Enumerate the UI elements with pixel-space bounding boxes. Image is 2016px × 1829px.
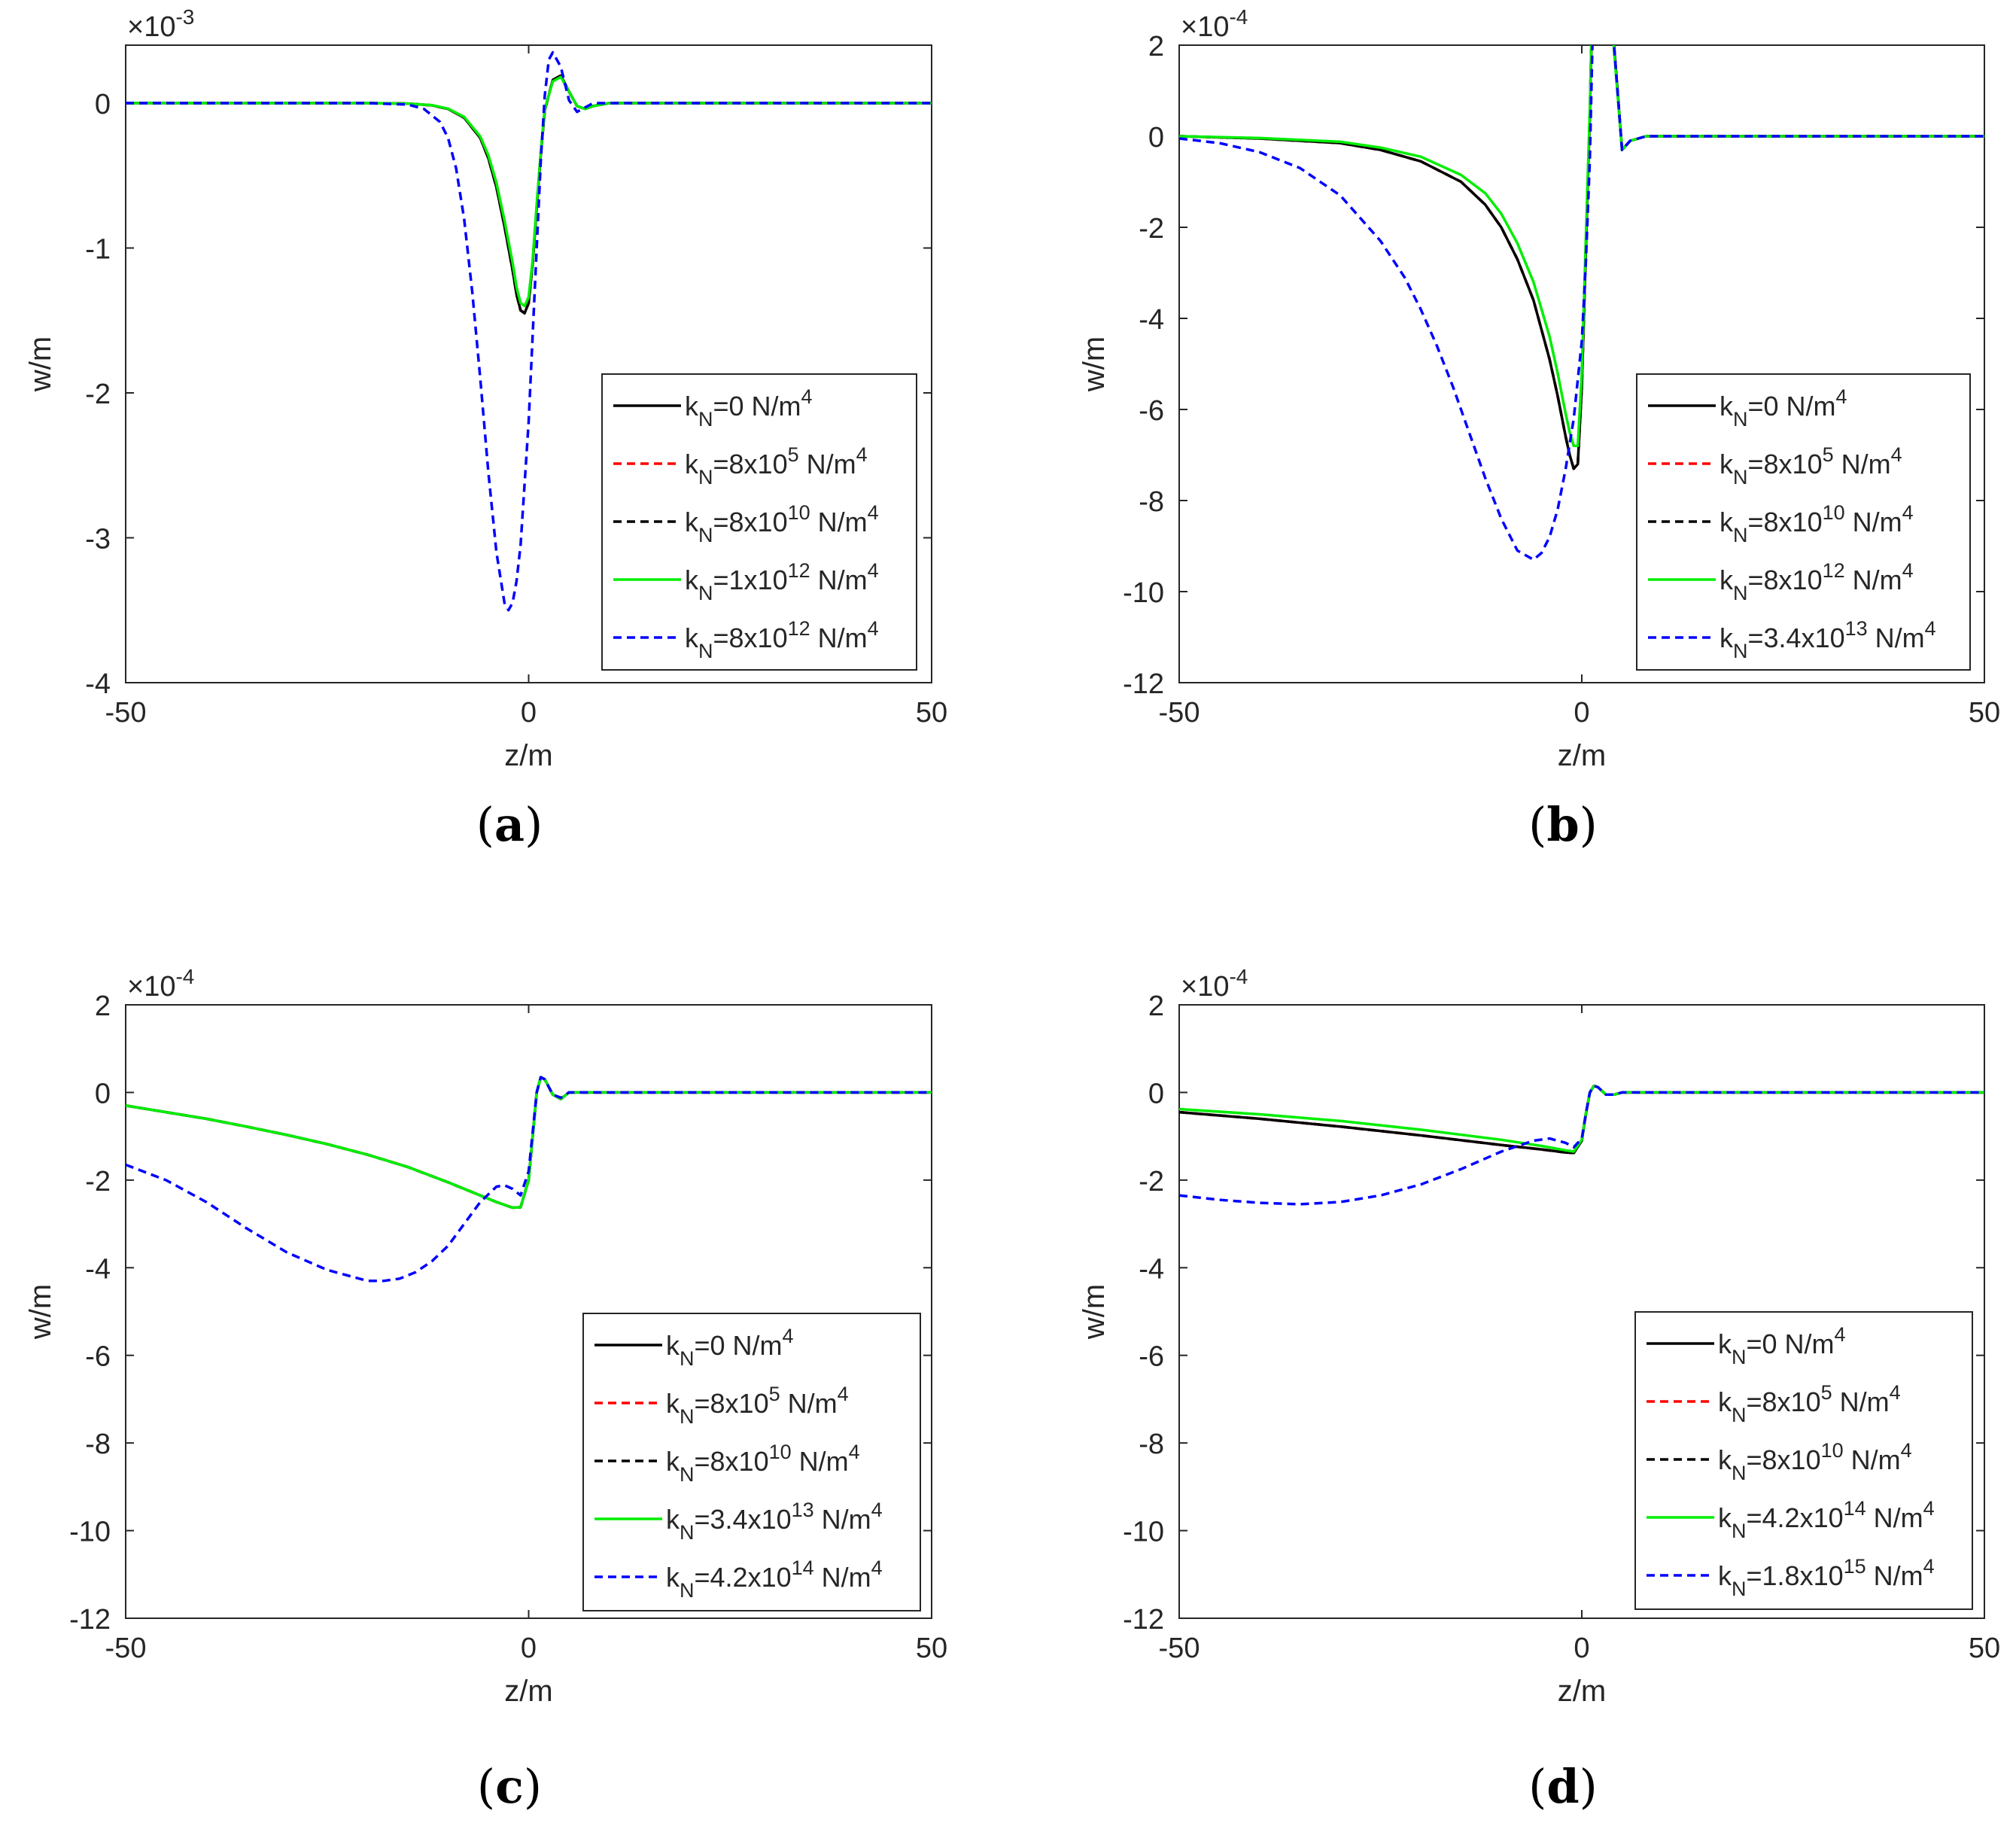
x-axis-label: z/m	[504, 739, 552, 772]
y-axis-label: w/m	[24, 336, 57, 392]
y-tick-label: 2	[1148, 31, 1164, 62]
y-tick-label: -4	[85, 668, 111, 700]
x-tick-label: 50	[1969, 697, 2000, 729]
legend-label: kN=4.2x1014 N/m4	[666, 1557, 883, 1602]
y-tick-label: -8	[85, 1429, 111, 1460]
y-tick-label: -2	[85, 1166, 111, 1198]
x-tick-label: -50	[1159, 697, 1200, 729]
legend-label: kN=0 N/m4	[666, 1325, 794, 1370]
legend-label: kN=8x1010 N/m4	[1720, 501, 1914, 546]
legend-label: kN=8x1010 N/m4	[1718, 1439, 1912, 1484]
panel-3: 2 0 -2 -4 -6 -8 -10 -12-50 0 50 ×10-4 z/m w/m kN=0 N/…	[24, 965, 947, 1814]
x-tick-label: 0	[521, 697, 537, 729]
y-tick-label: -4	[85, 1253, 111, 1285]
axis-multiplier: ×10-4	[1181, 965, 1248, 1003]
legend-label: kN=8x1010 N/m4	[685, 501, 879, 546]
legend-label: kN=8x1012 N/m4	[1720, 559, 1914, 604]
y-tick-label: -8	[1139, 1429, 1164, 1460]
x-tick-label: -50	[105, 697, 147, 729]
y-tick-label: -12	[1123, 1604, 1164, 1636]
axis-multiplier: ×10-3	[127, 5, 194, 43]
x-tick-label: 50	[916, 697, 947, 729]
y-axis-label: w/m	[24, 1284, 57, 1340]
panel-caption: (c)	[477, 1759, 542, 1814]
y-tick-label: -2	[1139, 1166, 1164, 1198]
y-tick-label: 2	[1148, 991, 1164, 1022]
panel-caption: (d)	[1528, 1759, 1598, 1814]
series-line	[1179, 1084, 1984, 1153]
y-axis-label: w/m	[1078, 336, 1111, 392]
panel-4: 2 0 -2 -4 -6 -8 -10 -12-50 0 50 ×10-4 z/m w/m kN=0 N/…	[1078, 965, 2000, 1814]
y-tick-label: -10	[1123, 577, 1164, 609]
legend-label: kN=8x105 N/m4	[685, 443, 868, 488]
legend-label: kN=4.2x1014 N/m4	[1718, 1497, 1935, 1542]
axis-multiplier: ×10-4	[1181, 5, 1248, 43]
series-line	[126, 1076, 932, 1283]
y-tick-label: -10	[69, 1517, 111, 1548]
legend-label: kN=1x1012 N/m4	[685, 559, 879, 604]
x-tick-label: -50	[1159, 1633, 1200, 1664]
y-axis-label: w/m	[1078, 1284, 1111, 1340]
x-tick-label: 0	[1574, 1633, 1589, 1664]
legend-label: kN=8x105 N/m4	[1718, 1381, 1901, 1426]
legend-label: kN=3.4x1013 N/m4	[666, 1499, 883, 1544]
y-tick-label: -12	[1123, 668, 1164, 700]
panel-2: 2 0 -2 -4 -6 -8 -10 -12-50 0 50 ×10-4 z/m w/m kN=0 N/…	[1078, 5, 2000, 852]
x-tick-label: -50	[105, 1633, 147, 1664]
y-tick-label: -6	[85, 1341, 111, 1373]
legend-label: kN=3.4x1013 N/m4	[1720, 617, 1936, 662]
legend-label: kN=0 N/m4	[1720, 385, 1847, 431]
y-tick-label: -1	[85, 234, 111, 266]
y-tick-label: -4	[1139, 1253, 1164, 1285]
y-tick-label: 0	[1148, 1078, 1164, 1109]
legend-label: kN=1.8x1015 N/m4	[1718, 1555, 1935, 1600]
x-tick-label: 50	[916, 1633, 947, 1664]
legend-label: kN=8x105 N/m4	[666, 1383, 849, 1428]
y-tick-label: 0	[95, 89, 111, 120]
axis-multiplier: ×10-4	[127, 965, 194, 1003]
series-line	[126, 75, 932, 308]
legend: kN=0 N/m4 kN=8x105 N/m4 kN=8x1010 N/m4 kN=3…	[582, 1313, 921, 1611]
x-tick-label: 0	[1574, 697, 1589, 729]
y-tick-label: 0	[95, 1078, 111, 1109]
y-tick-label: -10	[1123, 1517, 1164, 1548]
y-tick-label: -3	[85, 524, 111, 555]
y-tick-label: -8	[1139, 486, 1164, 518]
panel-caption: (a)	[476, 797, 543, 852]
y-tick-label: -2	[1139, 213, 1164, 245]
x-axis-label: z/m	[1558, 1675, 1606, 1708]
x-axis-label: z/m	[504, 1675, 552, 1708]
y-tick-label: -6	[1139, 1341, 1164, 1373]
legend-label: kN=8x1012 N/m4	[685, 617, 879, 662]
y-tick-label: -4	[1139, 304, 1164, 336]
legend: kN=0 N/m4 kN=8x105 N/m4 kN=8x1010 N/m4 kN=8…	[1636, 373, 1971, 671]
series-line	[1179, 1084, 1984, 1206]
y-tick-label: -2	[85, 379, 111, 410]
panel-1: 0 -1 -2 -3 -4-50 0 50 ×10-3 z/m w/m kN=0 N/m4 kN=8x…	[24, 5, 947, 852]
panel-caption: (b)	[1528, 797, 1598, 852]
y-tick-label: -12	[69, 1604, 111, 1636]
legend: kN=0 N/m4 kN=8x105 N/m4 kN=8x1010 N/m4 kN=1…	[601, 373, 917, 671]
y-tick-label: -6	[1139, 395, 1164, 427]
x-tick-label: 0	[521, 1633, 537, 1664]
x-axis-label: z/m	[1558, 739, 1606, 772]
legend-label: kN=0 N/m4	[685, 385, 813, 431]
legend-label: kN=8x105 N/m4	[1720, 443, 1902, 488]
series-line	[1179, 45, 1984, 470]
legend-label: kN=8x1010 N/m4	[666, 1441, 860, 1486]
y-tick-label: 0	[1148, 122, 1164, 154]
series-line	[126, 50, 932, 612]
legend: kN=0 N/m4 kN=8x105 N/m4 kN=8x1010 N/m4 kN=4…	[1634, 1311, 1973, 1610]
y-tick-label: 2	[95, 991, 111, 1022]
x-tick-label: 50	[1969, 1633, 2000, 1664]
legend-label: kN=0 N/m4	[1718, 1323, 1846, 1368]
series-line	[1179, 45, 1984, 561]
